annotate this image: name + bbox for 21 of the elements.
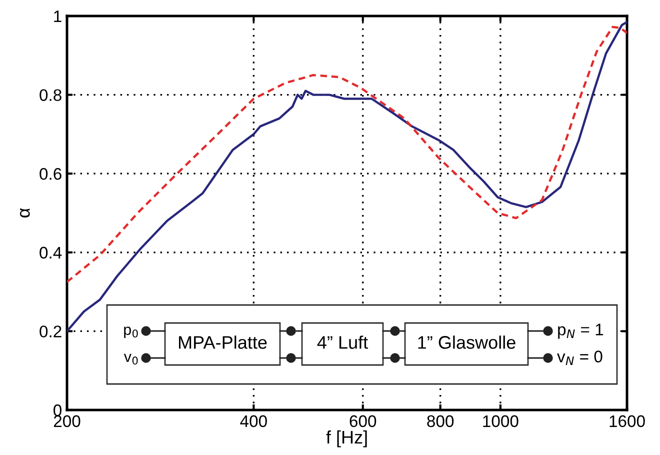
y-tick-label: 0.8: [40, 89, 62, 102]
annotation: v$_{0}$: [124, 354, 138, 365]
annotation: p$_{0}$: [124, 326, 138, 338]
x-tick-label: 1600: [610, 415, 645, 428]
y-tick-label: 0.6: [40, 168, 62, 180]
y-axis-title: α: [20, 208, 30, 218]
annotation: p$_{N}$ = 1: [558, 324, 604, 339]
x-axis-title: f [Hz]: [326, 430, 367, 448]
x-tick-label: 600: [350, 415, 376, 428]
x-tick-label: 400: [240, 415, 267, 428]
y-tick-label: 0: [54, 404, 62, 416]
x-tick-label: 800: [427, 415, 454, 428]
x-tick-label: 1000: [483, 415, 518, 428]
y-tick-label: 0.2: [40, 326, 62, 338]
y-tick-label: 1: [54, 10, 62, 22]
annotation: 4” Luft: [317, 336, 368, 349]
annotation: v$_{N}$ = 0: [557, 350, 602, 366]
y-tick-label: 0.4: [40, 246, 62, 259]
x-tick-label: 200: [54, 415, 80, 428]
annotation: MPA-Platte: [178, 336, 267, 349]
annotation: 1” Glaswolle: [418, 336, 516, 349]
